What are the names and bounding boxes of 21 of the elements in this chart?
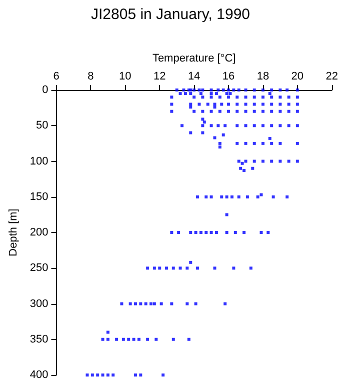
y-axis-title: Depth [m] — [8, 208, 20, 256]
y-tick-label: 200 — [30, 226, 48, 238]
y-tick-label: 0 — [42, 84, 48, 96]
y-tick-label: 300 — [30, 298, 48, 310]
chart-title: JI2805 in January, 1990 — [90, 6, 250, 23]
y-tick-label: 400 — [30, 369, 48, 381]
x-tick-label: 10 — [119, 70, 132, 82]
x-tick-label: 22 — [326, 70, 338, 82]
x-tick-label: 14 — [188, 70, 200, 82]
x-tick-label: 8 — [88, 70, 94, 82]
x-tick-label: 12 — [153, 70, 166, 82]
y-tick-label: 100 — [30, 155, 48, 168]
y-tick-label: 150 — [30, 190, 48, 203]
x-tick-label: 16 — [222, 70, 235, 82]
x-tick-label: 18 — [256, 70, 270, 82]
x-tick-label: 6 — [53, 70, 60, 82]
x-axis-title: Temperature [°C] — [152, 52, 236, 64]
x-tick-label: 20 — [291, 70, 304, 82]
y-tick-label: 250 — [30, 262, 48, 274]
y-tick-label: 50 — [36, 120, 48, 132]
y-tick-label: 350 — [30, 333, 48, 346]
